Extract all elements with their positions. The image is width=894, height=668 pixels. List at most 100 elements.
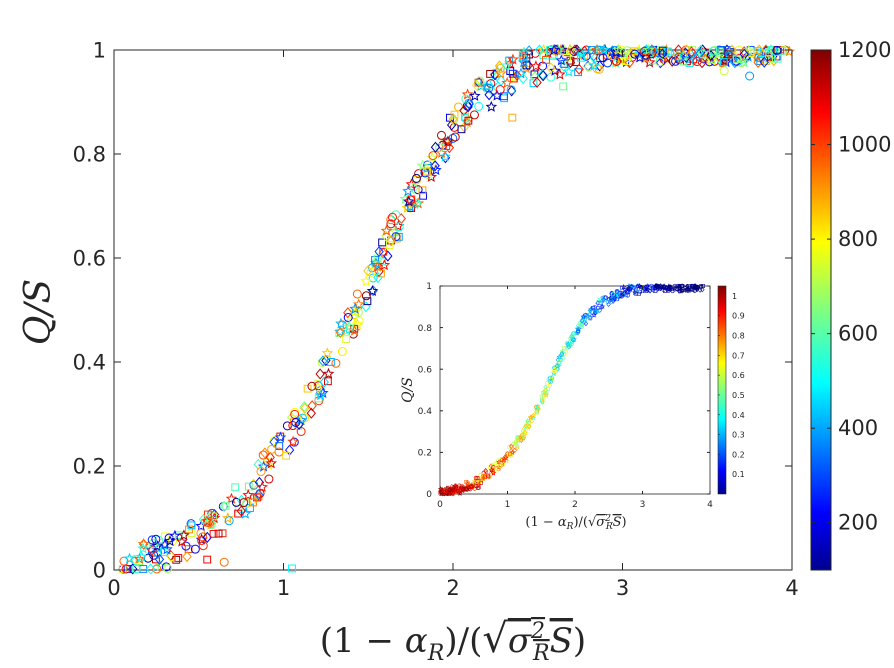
data-point [474,78,483,87]
data-point [315,368,325,380]
data-point [601,295,605,300]
data-point [538,70,548,82]
data-point [314,389,327,401]
data-point [558,357,563,362]
x-tick-label: 1 [277,576,290,600]
data-point [501,461,506,467]
data-point [378,238,386,247]
data-point [469,89,481,101]
data-point [454,488,459,493]
data-point [490,470,497,476]
data-point [444,142,455,154]
data-point [458,488,463,493]
data-point [334,325,346,337]
data-point [525,424,530,430]
data-point [639,288,646,294]
data-point [297,413,307,423]
data-point [497,463,503,469]
data-point [478,477,484,484]
data-point [639,285,646,292]
data-point [524,417,531,424]
data-point [626,290,631,295]
data-point [164,535,176,547]
data-point [368,273,378,283]
data-point [174,554,183,562]
data-point [609,297,614,303]
data-point [385,241,394,249]
colorbar-tick-label: 800 [838,227,878,251]
data-point [137,542,149,554]
data-point [484,89,494,101]
data-point [681,44,692,56]
colorbar-tick-label: 200 [838,511,878,535]
data-point [479,480,483,485]
y-tick-label: 0.8 [418,324,433,334]
data-point [636,282,643,289]
data-point [446,119,457,131]
data-point [214,529,223,538]
data-point [506,452,512,458]
data-point [469,110,479,120]
x-tick-label: 4 [785,576,798,600]
data-point [595,308,600,315]
data-point [518,52,528,62]
data-point [596,300,601,304]
data-point [354,316,364,326]
data-point [236,505,247,517]
data-point [503,457,510,464]
data-point [738,56,750,68]
data-point [778,46,787,55]
data-point [549,375,554,379]
data-point [548,379,553,384]
data-point [579,322,585,328]
data-point [653,289,658,293]
data-point [219,557,229,567]
data-point [146,563,156,575]
y-tick-label: 1 [93,38,106,62]
data-point [423,167,431,176]
data-point [218,529,227,538]
data-point [418,186,427,195]
data-point [569,339,575,345]
data-point [564,349,569,355]
data-point [361,301,371,313]
data-point [598,43,610,55]
data-point [386,235,396,247]
data-point [118,565,127,573]
data-point [414,169,424,179]
data-point [483,469,489,474]
data-point [666,283,672,289]
data-point [419,191,428,200]
data-point [575,330,580,335]
data-point [617,45,627,55]
data-point [430,164,442,176]
data-point [710,45,720,55]
data-point [534,409,539,415]
data-point [471,79,482,91]
data-point [402,185,414,197]
x-tick-label: 3 [640,500,646,510]
data-point [684,283,690,290]
data-point [649,284,654,288]
data-point [543,390,550,397]
data-point [499,457,505,463]
data-point [343,312,353,322]
x-tick-label: 0 [107,576,120,600]
data-point [697,49,707,59]
data-point [459,485,464,490]
data-point [360,275,372,287]
data-point [583,313,588,318]
data-point [514,441,518,446]
data-point [508,443,514,450]
data-point [494,67,507,79]
x-tick-label: 2 [446,576,459,600]
data-point [574,63,584,75]
data-point [312,379,322,389]
inset-colorbar-gradient [717,285,727,495]
data-point [674,52,684,62]
data-point [553,68,566,80]
data-point [123,552,136,564]
data-point [313,382,323,394]
data-point [622,57,630,66]
